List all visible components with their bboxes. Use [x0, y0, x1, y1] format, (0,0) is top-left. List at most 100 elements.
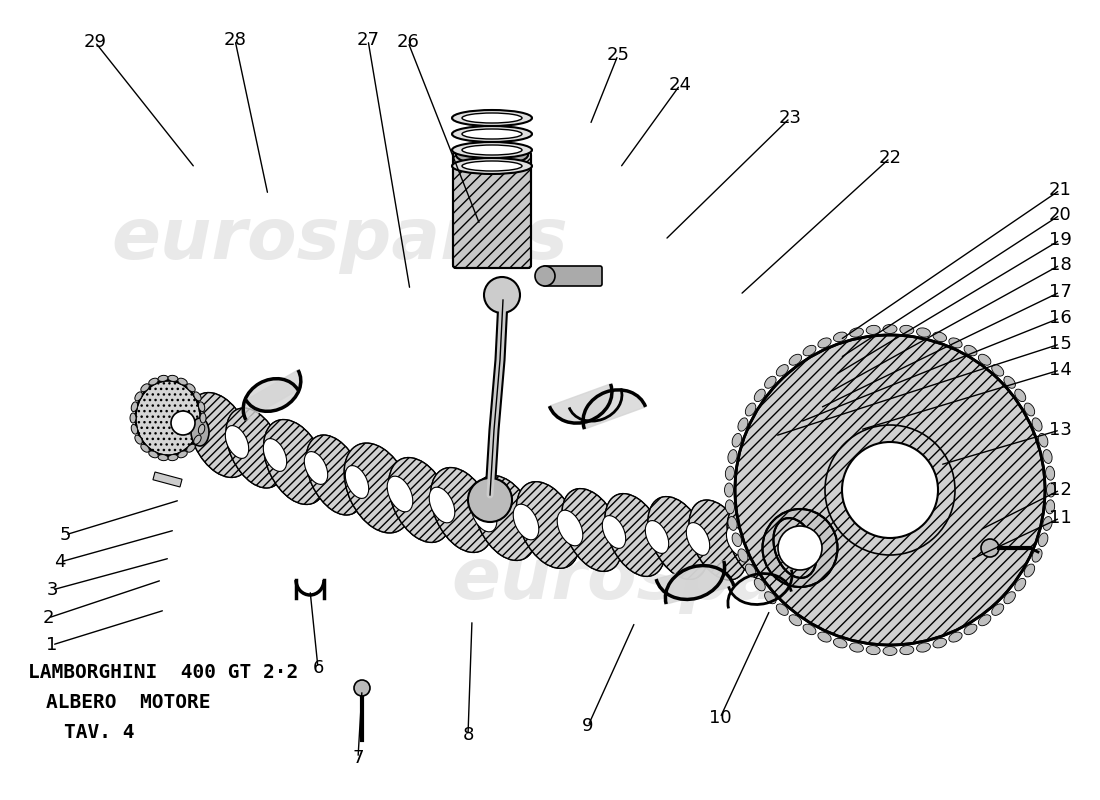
Ellipse shape	[866, 646, 880, 654]
Ellipse shape	[264, 419, 327, 505]
Text: TAV. 4: TAV. 4	[64, 722, 134, 742]
Ellipse shape	[728, 450, 737, 463]
Ellipse shape	[135, 435, 142, 444]
Ellipse shape	[605, 494, 665, 576]
Ellipse shape	[474, 475, 537, 561]
Ellipse shape	[344, 443, 411, 533]
Ellipse shape	[135, 392, 142, 401]
FancyBboxPatch shape	[543, 266, 602, 286]
Text: 21: 21	[1048, 181, 1071, 199]
Ellipse shape	[764, 592, 777, 604]
Ellipse shape	[187, 384, 195, 392]
Ellipse shape	[725, 483, 734, 497]
Text: 22: 22	[879, 149, 902, 167]
Ellipse shape	[818, 338, 832, 348]
Ellipse shape	[452, 158, 532, 174]
Ellipse shape	[733, 434, 741, 447]
Text: 23: 23	[779, 109, 802, 127]
Ellipse shape	[188, 393, 252, 478]
Ellipse shape	[1015, 578, 1025, 591]
Ellipse shape	[733, 533, 741, 546]
Circle shape	[735, 335, 1045, 645]
Text: 3: 3	[46, 581, 57, 599]
Ellipse shape	[562, 489, 622, 571]
Ellipse shape	[226, 426, 249, 458]
Ellipse shape	[834, 332, 847, 342]
Ellipse shape	[1043, 450, 1052, 463]
Ellipse shape	[452, 126, 532, 142]
Ellipse shape	[1046, 483, 1056, 497]
Ellipse shape	[430, 467, 494, 553]
Ellipse shape	[803, 624, 816, 634]
Text: 12: 12	[1048, 481, 1071, 499]
Ellipse shape	[194, 392, 201, 401]
Ellipse shape	[818, 632, 832, 642]
Ellipse shape	[689, 500, 747, 580]
Ellipse shape	[1004, 376, 1015, 388]
Ellipse shape	[388, 458, 451, 542]
Text: 24: 24	[669, 76, 692, 94]
Ellipse shape	[900, 326, 914, 334]
Ellipse shape	[452, 110, 532, 126]
Circle shape	[778, 526, 822, 570]
Ellipse shape	[866, 326, 880, 334]
Ellipse shape	[194, 435, 201, 444]
Ellipse shape	[188, 393, 252, 478]
Ellipse shape	[964, 346, 977, 356]
Ellipse shape	[198, 424, 205, 434]
Ellipse shape	[883, 325, 896, 334]
Ellipse shape	[178, 451, 187, 458]
Ellipse shape	[689, 500, 747, 580]
Ellipse shape	[1038, 434, 1048, 447]
Ellipse shape	[452, 142, 532, 158]
Ellipse shape	[263, 438, 287, 471]
Ellipse shape	[562, 489, 622, 571]
Ellipse shape	[227, 408, 284, 488]
Ellipse shape	[168, 375, 178, 382]
Circle shape	[842, 442, 938, 538]
Text: ALBERO  MOTORE: ALBERO MOTORE	[46, 693, 210, 711]
Ellipse shape	[462, 113, 522, 123]
Ellipse shape	[978, 354, 991, 366]
Ellipse shape	[141, 444, 150, 452]
Ellipse shape	[1046, 500, 1055, 514]
Ellipse shape	[474, 475, 537, 561]
Ellipse shape	[306, 435, 364, 515]
Ellipse shape	[949, 338, 962, 348]
Text: 25: 25	[606, 46, 629, 64]
Text: 8: 8	[462, 726, 474, 744]
Text: 2: 2	[42, 609, 54, 627]
Text: 7: 7	[352, 749, 364, 767]
Ellipse shape	[773, 518, 816, 578]
Text: 1: 1	[46, 636, 57, 654]
Ellipse shape	[516, 482, 580, 568]
Text: 20: 20	[1048, 206, 1071, 224]
Circle shape	[981, 539, 999, 557]
Ellipse shape	[728, 517, 737, 530]
Ellipse shape	[933, 638, 947, 648]
Ellipse shape	[148, 451, 158, 458]
Ellipse shape	[727, 503, 783, 581]
Ellipse shape	[648, 497, 708, 579]
Ellipse shape	[387, 476, 412, 512]
Circle shape	[535, 266, 556, 286]
Polygon shape	[583, 390, 646, 429]
Text: 19: 19	[1048, 231, 1071, 249]
Ellipse shape	[514, 504, 539, 540]
Ellipse shape	[1015, 389, 1025, 402]
Ellipse shape	[344, 443, 411, 533]
Text: eurospares: eurospares	[111, 206, 569, 274]
Ellipse shape	[178, 378, 187, 385]
Ellipse shape	[949, 632, 962, 642]
Ellipse shape	[762, 509, 837, 587]
Ellipse shape	[648, 497, 708, 579]
Text: LAMBORGHINI  400 GT 2·2: LAMBORGHINI 400 GT 2·2	[28, 662, 298, 682]
Ellipse shape	[1046, 466, 1055, 480]
Ellipse shape	[227, 408, 284, 488]
Ellipse shape	[727, 503, 783, 581]
Ellipse shape	[686, 522, 710, 555]
Ellipse shape	[883, 646, 896, 655]
Ellipse shape	[264, 419, 327, 505]
Ellipse shape	[191, 418, 209, 446]
Circle shape	[484, 277, 520, 313]
